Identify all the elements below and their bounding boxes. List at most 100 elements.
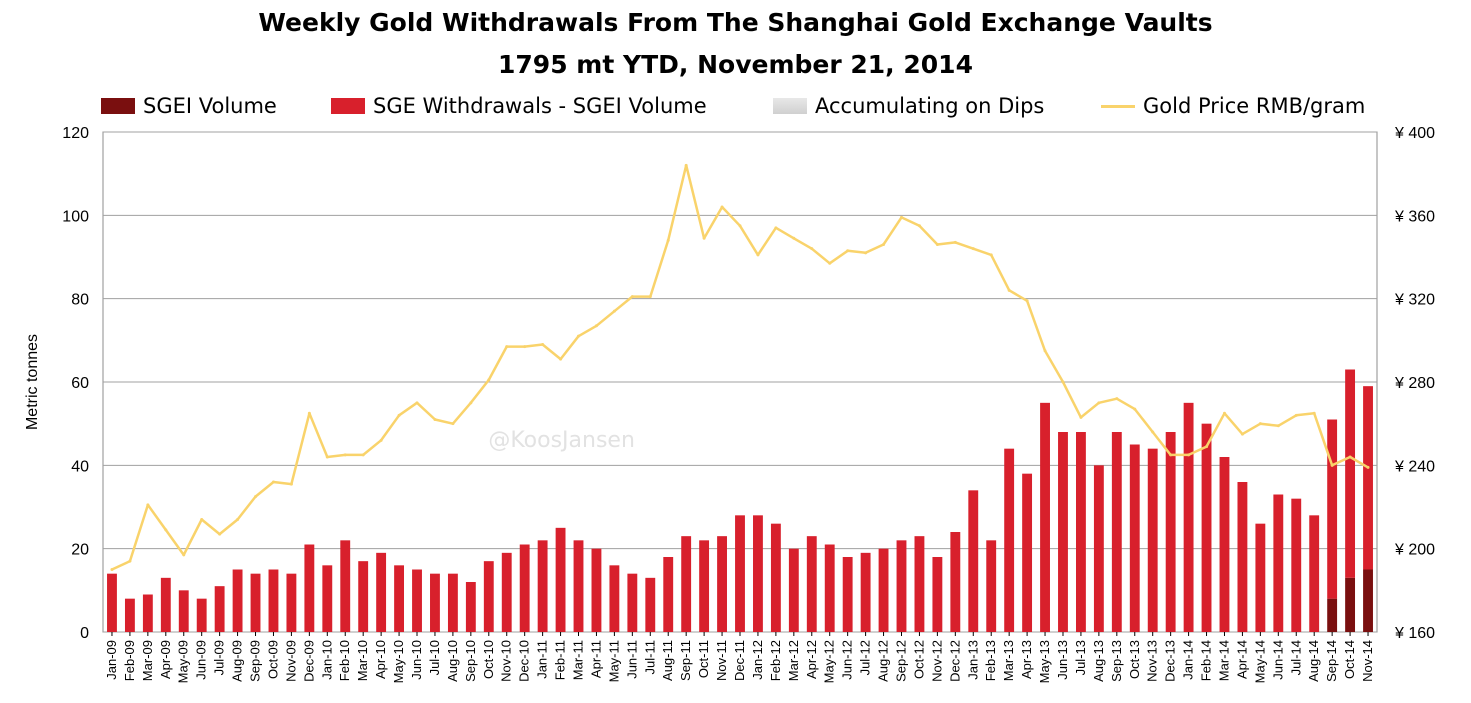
- bar-sge: [376, 552, 387, 632]
- gold-price-point: [756, 253, 760, 257]
- gold-price-point: [361, 453, 365, 457]
- bar-sge: [178, 590, 189, 632]
- bar-sge: [358, 561, 369, 632]
- gold-price-point: [182, 553, 186, 557]
- bar-sge: [107, 573, 117, 632]
- x-tick-label: Jun-09: [194, 640, 209, 680]
- legend-item-sgei: SGEI Volume: [101, 92, 277, 120]
- bar-sgei: [1363, 569, 1373, 632]
- gold-price-point: [989, 253, 993, 257]
- x-tick-label: Sep-11: [678, 640, 693, 681]
- y-tick-label: 100: [62, 208, 89, 225]
- bar-sge: [501, 552, 512, 632]
- bar-sge: [232, 569, 243, 632]
- x-tick-label: Jun-13: [1055, 640, 1070, 680]
- legend-swatch-price: [1101, 104, 1135, 108]
- bar-sge: [968, 490, 979, 632]
- x-tick-label: May-09: [176, 640, 191, 683]
- y2-tick-label: ¥ 200: [1394, 542, 1435, 559]
- gold-price-point: [1222, 411, 1226, 415]
- x-tick-label: Jul-09: [212, 640, 227, 675]
- gold-price-point: [738, 224, 742, 228]
- gold-price-point: [1097, 401, 1101, 405]
- x-tick-label: Feb-09: [122, 640, 137, 681]
- x-tick-label: Feb-11: [553, 640, 568, 680]
- legend-swatch-sge: [331, 98, 365, 114]
- x-tick-label: Nov-10: [499, 640, 514, 682]
- gold-price-point: [1276, 424, 1280, 428]
- bar-sge: [573, 540, 584, 632]
- x-tick-label: Nov-14: [1360, 640, 1375, 682]
- gold-price-point: [864, 251, 868, 255]
- gold-price-point: [1348, 455, 1352, 459]
- gold-price-point: [577, 334, 581, 338]
- bar-sge: [842, 557, 853, 632]
- bar-sge: [1022, 473, 1033, 632]
- y-tick-label: 20: [71, 542, 89, 559]
- x-tick-label: Sep-10: [463, 640, 478, 682]
- x-tick-label: Dec-10: [517, 640, 532, 682]
- bar-sge: [1345, 369, 1356, 578]
- y-tick-label: 40: [71, 458, 89, 475]
- x-tick-label: Aug-11: [660, 640, 675, 681]
- bar-sge: [1291, 498, 1302, 632]
- bar-sge: [1111, 432, 1122, 632]
- bar-sge: [1309, 515, 1320, 632]
- bar-sge: [770, 523, 781, 632]
- bar-sge: [914, 536, 925, 632]
- bar-sge: [986, 540, 997, 632]
- gold-price-point: [289, 482, 293, 486]
- bar-sge: [824, 544, 835, 632]
- x-tick-label: Jul-13: [1073, 640, 1088, 675]
- gold-price-point: [164, 528, 168, 532]
- x-tick-label: Feb-12: [768, 640, 783, 681]
- x-tick-label: Jan-11: [535, 640, 550, 679]
- gold-price-point: [882, 243, 886, 246]
- x-tick-label: Mar-12: [786, 640, 801, 681]
- bar-sge: [1219, 457, 1230, 632]
- gold-price-point: [415, 401, 419, 405]
- gold-price-point: [1151, 430, 1155, 434]
- gold-price-point: [1133, 407, 1137, 411]
- x-tick-label: Mar-13: [1001, 640, 1016, 681]
- x-tick-label: Apr-09: [158, 640, 173, 679]
- gold-price-point: [379, 438, 383, 442]
- bar-sge: [717, 536, 727, 632]
- gold-price-point: [469, 401, 473, 405]
- bar-sge: [699, 540, 710, 632]
- bar-sge: [663, 557, 674, 632]
- legend-label-sgei: SGEI Volume: [143, 94, 277, 118]
- x-tick-label: Jul-10: [427, 640, 442, 675]
- x-tick-label: Sep-12: [893, 640, 908, 682]
- x-tick-label: Mar-14: [1216, 640, 1231, 681]
- y2-tick-label: ¥ 320: [1394, 292, 1435, 309]
- bar-sge: [286, 573, 297, 632]
- gold-price-point: [271, 480, 275, 484]
- x-tick-label: Jun-14: [1270, 640, 1285, 680]
- bar-sge: [1237, 482, 1248, 632]
- x-tick-label: Dec-09: [301, 640, 316, 682]
- y-tick-label: 0: [80, 625, 89, 642]
- bar-sge: [447, 573, 458, 632]
- gold-price-point: [487, 378, 491, 382]
- bar-sge: [394, 565, 405, 632]
- gold-price-point: [1205, 445, 1209, 449]
- x-tick-label: Jan-14: [1181, 640, 1196, 680]
- gold-price-point: [1258, 422, 1262, 426]
- gold-price-point: [648, 295, 652, 299]
- bar-sge: [1273, 494, 1284, 632]
- chart-subtitle: 1795 mt YTD, November 21, 2014: [498, 50, 973, 79]
- x-tick-label: Mar-10: [355, 640, 370, 681]
- gold-price-point: [343, 453, 347, 457]
- gold-price-point: [594, 324, 598, 328]
- x-tick-label: Apr-14: [1234, 640, 1249, 679]
- gold-price-point: [720, 205, 724, 209]
- bar-sge: [555, 527, 566, 632]
- gold-price-point: [433, 418, 437, 421]
- gold-price-point: [254, 495, 258, 499]
- bar-sge: [645, 577, 656, 632]
- gold-price-point: [917, 224, 921, 228]
- bar-sge: [519, 544, 530, 632]
- legend-swatch-dips: [773, 98, 807, 114]
- bar-sge: [950, 532, 961, 632]
